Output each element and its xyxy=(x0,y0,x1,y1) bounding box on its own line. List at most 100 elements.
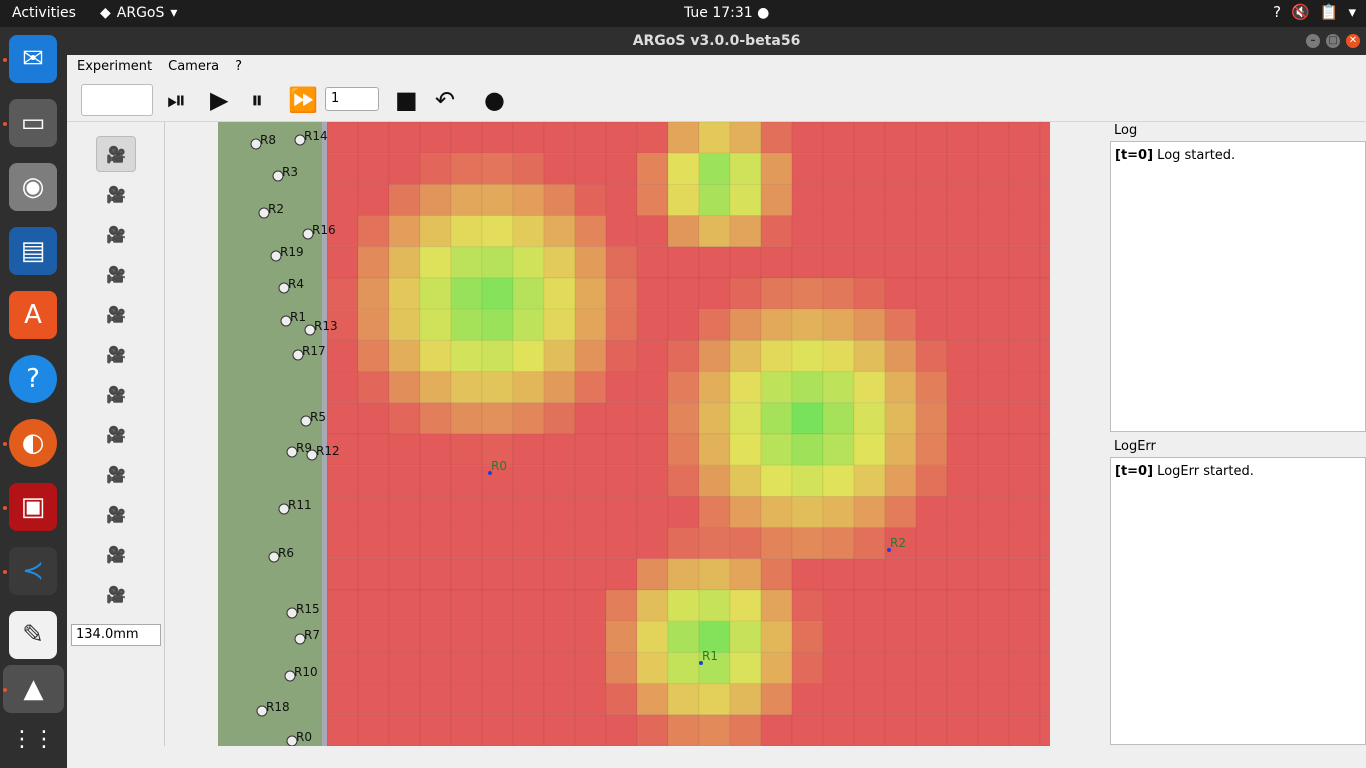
camera-button-6[interactable]: 🎥 xyxy=(96,336,136,372)
robot-label: R0 xyxy=(296,730,312,744)
camera-button-3[interactable]: 🎥 xyxy=(96,216,136,252)
close-icon[interactable]: ✕ xyxy=(1346,34,1360,48)
heatmap-cell xyxy=(822,246,855,279)
heatmap-cell xyxy=(357,152,390,185)
heatmap-cell xyxy=(729,152,762,185)
robot-r6[interactable]: R6 xyxy=(268,546,294,563)
heatmap-cell xyxy=(388,215,421,248)
reset-icon[interactable]: ↶ xyxy=(435,86,456,114)
record-icon[interactable]: ● xyxy=(484,86,505,114)
robot-r13[interactable]: R13 xyxy=(304,319,338,336)
robot-r1[interactable]: R1 xyxy=(280,310,306,327)
play-icon[interactable]: ▶ xyxy=(210,86,229,114)
firefox-icon[interactable]: ◐ xyxy=(9,419,57,467)
heatmap-cell xyxy=(636,308,669,341)
app-menu[interactable]: ◆ ARGoS ▾ xyxy=(100,5,177,21)
robot-r12[interactable]: R12 xyxy=(306,444,340,461)
camera-button-5[interactable]: 🎥 xyxy=(96,296,136,332)
camera-button-4[interactable]: 🎥 xyxy=(96,256,136,292)
robot-r19[interactable]: R19 xyxy=(270,245,304,262)
writer-icon[interactable]: ▤ xyxy=(9,227,57,275)
files-icon[interactable]: ▭ xyxy=(9,99,57,147)
heatmap-cell xyxy=(977,714,1010,746)
robot-r3[interactable]: R3 xyxy=(272,165,298,182)
camera-button-7[interactable]: 🎥 xyxy=(96,376,136,412)
system-tray[interactable]: ? 🔇 📋 ▾ xyxy=(1273,3,1356,21)
clipboard-icon[interactable]: 📋 xyxy=(1319,3,1339,21)
vscode-icon[interactable]: ≺ xyxy=(9,547,57,595)
heatmap-cell xyxy=(946,651,979,685)
heatmap-cell xyxy=(450,651,483,685)
heatmap-cell xyxy=(1039,495,1050,529)
menu-help[interactable]: ? xyxy=(235,59,243,74)
robot-r11[interactable]: R11 xyxy=(278,498,312,515)
heatmap-cell xyxy=(853,339,886,373)
zoom-spinbox[interactable]: 134.0mm xyxy=(71,624,161,646)
heatmap-cell xyxy=(574,152,607,185)
field-robot-r0[interactable]: R0 xyxy=(488,459,507,475)
clock[interactable]: Tue 17:31 ● xyxy=(684,5,769,21)
robot-r5[interactable]: R5 xyxy=(300,410,326,427)
camera-button-8[interactable]: 🎥 xyxy=(96,416,136,452)
robot-r17[interactable]: R17 xyxy=(292,344,326,361)
robot-r0[interactable]: R0 xyxy=(286,730,312,746)
step-icon[interactable]: ⏯ xyxy=(167,86,187,114)
camera-button-10[interactable]: 🎥 xyxy=(96,496,136,532)
robot-r4[interactable]: R4 xyxy=(278,277,304,294)
robot-r18[interactable]: R18 xyxy=(256,700,290,717)
robot-r7[interactable]: R7 xyxy=(294,628,320,645)
pause-icon[interactable]: ⏸ xyxy=(251,86,263,114)
heatmap-cell xyxy=(915,402,948,435)
robot-r2[interactable]: R2 xyxy=(258,202,284,219)
field-robot-r1[interactable]: R1 xyxy=(699,649,718,665)
argos-dock-icon[interactable]: ▲ xyxy=(3,665,64,713)
heatmap-cell xyxy=(915,308,948,341)
camera-button-12[interactable]: 🎥 xyxy=(96,576,136,612)
fast-forward-icon[interactable]: ⏩ xyxy=(288,86,318,114)
software-center-icon[interactable]: A xyxy=(9,291,57,339)
heatmap-cell xyxy=(605,620,638,653)
heatmap-cell xyxy=(791,308,824,341)
camera-button-1[interactable]: 🎥 xyxy=(96,136,136,172)
camera-button-2[interactable]: 🎥 xyxy=(96,176,136,212)
text-editor-icon[interactable]: ✎ xyxy=(9,611,57,659)
show-applications-icon[interactable]: ⋮⋮ xyxy=(11,726,55,752)
robot-r8[interactable]: R8 xyxy=(250,133,276,150)
heatmap-cell xyxy=(667,308,700,341)
rhythmbox-icon[interactable]: ◉ xyxy=(9,163,57,211)
heatmap-cell xyxy=(543,371,576,404)
heatmap-cell xyxy=(946,277,979,310)
robot-r15[interactable]: R15 xyxy=(286,602,320,619)
robot-r14[interactable]: R14 xyxy=(294,129,328,146)
volume-muted-icon[interactable]: 🔇 xyxy=(1291,3,1310,21)
heatmap-cell xyxy=(1039,464,1050,497)
robot-r10[interactable]: R10 xyxy=(284,665,318,682)
heatmap-cell xyxy=(419,246,452,279)
robot-body-icon xyxy=(278,503,290,515)
menu-camera[interactable]: Camera xyxy=(168,59,220,74)
field-robot-r2[interactable]: R2 xyxy=(887,536,906,552)
activities-button[interactable]: Activities xyxy=(12,5,76,21)
help-icon[interactable]: ? xyxy=(9,355,57,403)
chevron-down-icon[interactable]: ▾ xyxy=(1348,3,1356,21)
robot-label: R12 xyxy=(316,444,340,458)
log-panel: Log [t=0] Log started. xyxy=(1110,123,1366,432)
robot-label: R2 xyxy=(890,536,906,550)
camera-button-9[interactable]: 🎥 xyxy=(96,456,136,492)
maximize-icon[interactable]: □ xyxy=(1326,34,1340,48)
robot-r16[interactable]: R16 xyxy=(302,223,336,240)
camera-button-11[interactable]: 🎥 xyxy=(96,536,136,572)
heatmap-cell xyxy=(636,277,669,310)
speed-spinbox[interactable]: 1 xyxy=(325,87,379,111)
minimize-icon[interactable]: – xyxy=(1306,34,1320,48)
heatmap-cell xyxy=(760,122,793,154)
heatmap-cell xyxy=(543,277,576,310)
menu-experiment[interactable]: Experiment xyxy=(77,59,153,74)
heatmap-cell xyxy=(760,246,793,279)
thunderbird-icon[interactable]: ✉ xyxy=(9,35,57,83)
heatmap-cell xyxy=(357,527,390,560)
terminal-icon[interactable]: ▣ xyxy=(9,483,57,531)
help-icon[interactable]: ? xyxy=(1273,3,1282,21)
stop-icon[interactable]: ■ xyxy=(395,86,418,114)
